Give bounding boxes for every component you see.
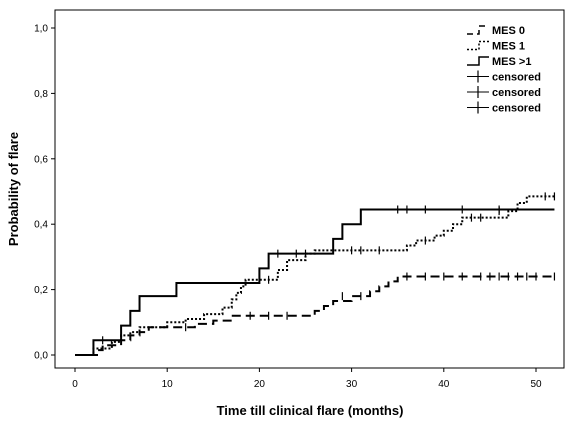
legend-label: MES 1 xyxy=(492,41,525,53)
legend-item: MES 0 xyxy=(467,25,525,37)
legend: MES 0 MES 1 MES >1 censored censored censored xyxy=(467,25,541,115)
x-tick-label: 40 xyxy=(438,379,450,390)
legend-item: MES >1 xyxy=(467,56,531,68)
y-tick-label: 0,0 xyxy=(34,351,48,362)
x-tick-label: 50 xyxy=(530,379,542,390)
y-axis: 0,0 0,2 0,4 0,6 0,8 1,0 xyxy=(34,24,55,362)
y-tick-label: 1,0 xyxy=(34,24,48,35)
y-tick-label: 0,6 xyxy=(34,154,48,165)
x-axis: 0 10 20 30 40 50 xyxy=(72,368,542,390)
legend-label: censored xyxy=(492,87,541,99)
legend-swatch xyxy=(467,40,489,51)
legend-item: censored xyxy=(467,70,541,84)
x-tick-label: 0 xyxy=(72,379,78,390)
legend-item: censored xyxy=(467,101,541,115)
legend-swatch xyxy=(467,56,489,66)
x-axis-title: Time till clinical flare (months) xyxy=(217,403,404,418)
x-tick-label: 30 xyxy=(346,379,358,390)
x-tick-label: 10 xyxy=(162,379,174,390)
legend-label: censored xyxy=(492,72,541,84)
legend-item: censored xyxy=(467,86,541,99)
y-tick-label: 0,8 xyxy=(34,89,48,100)
y-tick-label: 0,2 xyxy=(34,285,48,296)
legend-item: MES 1 xyxy=(467,41,525,53)
legend-label: MES 0 xyxy=(492,25,525,37)
legend-label: censored xyxy=(492,103,541,115)
y-tick-label: 0,4 xyxy=(34,220,48,231)
series-line-mes-1 xyxy=(75,195,555,356)
series-line-mes-1 xyxy=(75,208,555,356)
x-tick-label: 20 xyxy=(254,379,266,390)
legend-label: MES >1 xyxy=(492,56,531,68)
series-layer xyxy=(75,192,556,356)
plot-area xyxy=(54,9,565,369)
y-axis-title: Probability of flare xyxy=(6,132,21,246)
legend-swatch xyxy=(467,25,489,35)
